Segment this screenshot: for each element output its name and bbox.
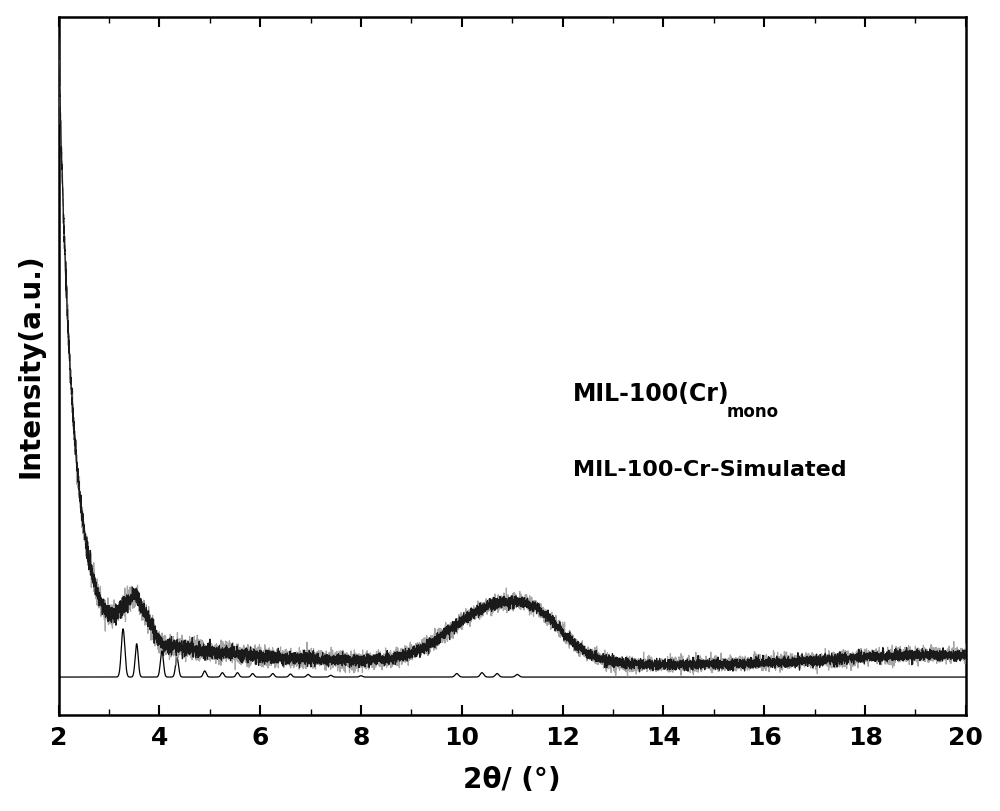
Text: MIL-100(Cr): MIL-100(Cr): [573, 382, 729, 406]
Text: MIL-100-Cr-Simulated: MIL-100-Cr-Simulated: [573, 460, 846, 480]
X-axis label: 2θ/ (°): 2θ/ (°): [463, 766, 561, 794]
Y-axis label: Intensity(a.u.): Intensity(a.u.): [17, 253, 45, 478]
Text: mono: mono: [726, 403, 779, 421]
